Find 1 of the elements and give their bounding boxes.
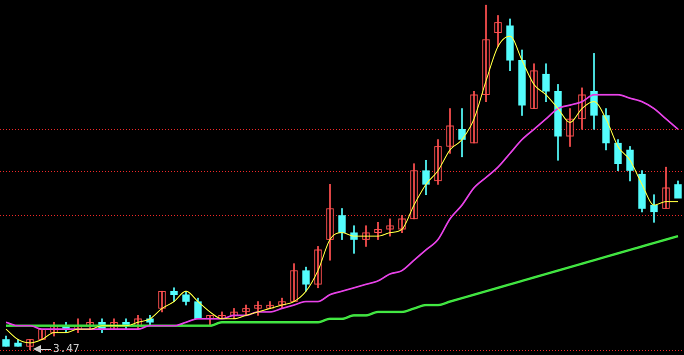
annotation: 3.47 xyxy=(53,342,80,355)
